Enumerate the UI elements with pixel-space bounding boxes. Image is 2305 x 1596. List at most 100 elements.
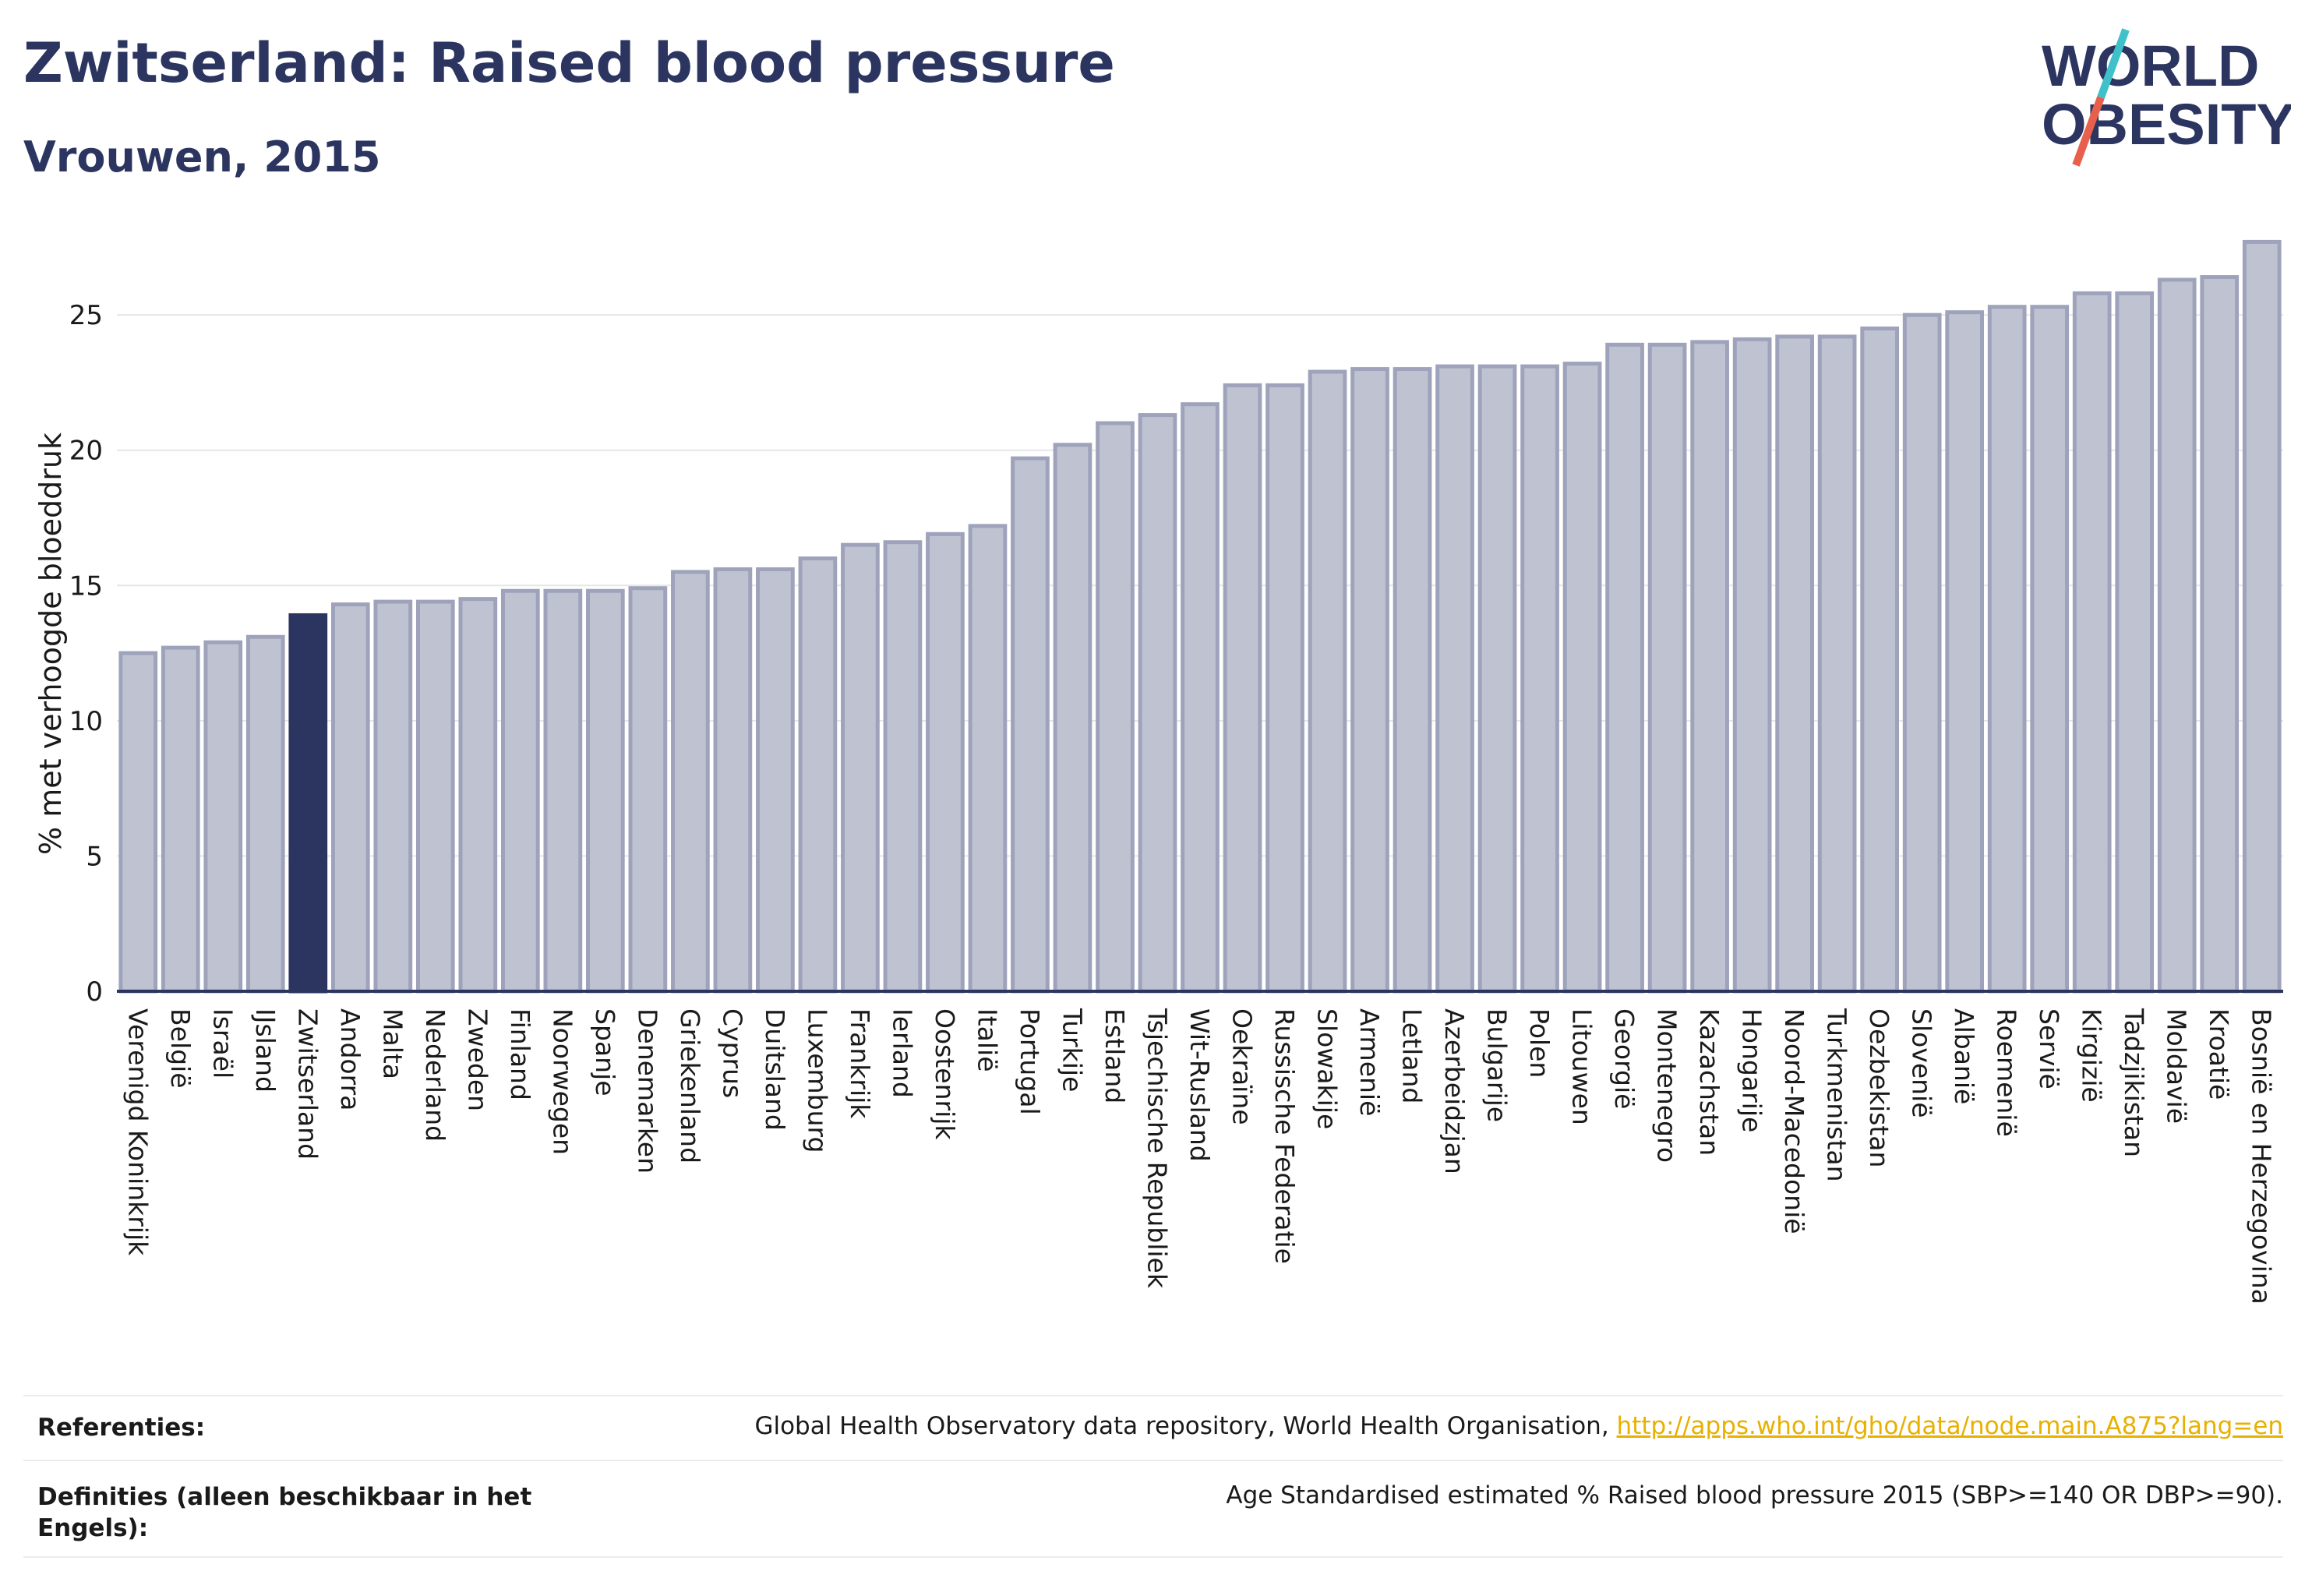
bar[interactable] [1477,364,1517,994]
bar[interactable] [671,570,710,994]
bar[interactable] [1775,334,1814,994]
definitions-value: Age Standardised estimated % Raised bloo… [1226,1481,2283,1509]
x-tick-label: België [165,1008,196,1089]
bar[interactable] [1605,342,1644,994]
x-tick-label: Bosnië en Herzegovina [2247,1008,2277,1305]
bar[interactable] [1393,367,1432,994]
bar[interactable] [330,602,370,994]
y-tick-label: 0 [86,976,103,1008]
logo-line1: WORLD [2042,34,2260,98]
x-tick-label: Cyprus [717,1008,747,1098]
bar[interactable] [926,531,965,994]
bar[interactable] [415,599,455,994]
bar[interactable] [1987,305,2027,994]
bar-chart: 0 5 10 15 20 25 Verenigd Koninkrijk België Isra… [34,239,2283,1305]
x-tick-label: Bulgarije [1482,1008,1513,1122]
references-label: Referenties: [37,1414,206,1442]
bar[interactable] [1817,334,1857,994]
bar[interactable] [883,540,923,994]
x-tick-label: Frankrijk [845,1008,875,1119]
x-tick-label: Kirgizië [2077,1008,2107,1103]
x-tick-label: Russische Federatie [1269,1008,1300,1264]
bar[interactable] [2115,291,2155,994]
x-tick-label: Roemenië [1992,1008,2022,1137]
bar[interactable] [1350,367,1389,994]
bar[interactable] [968,524,1008,994]
x-tick-label: Tsjechische Republiek [1142,1008,1172,1289]
bar[interactable] [458,597,498,994]
chart-subtitle: Vrouwen, 2015 [23,132,381,182]
bar[interactable] [2072,291,2112,994]
x-tick-label: Zweden [462,1008,492,1111]
logo-slash-red [2072,96,2105,167]
bar[interactable] [288,613,328,994]
x-tick-label: Italië [972,1008,1002,1072]
references-link[interactable]: http://apps.who.int/gho/data/node.main.A… [1616,1412,2283,1440]
bar[interactable] [1181,402,1220,994]
bar[interactable] [543,588,583,994]
y-tick-label: 10 [69,706,103,737]
x-tick-label: Kazachstan [1694,1008,1724,1156]
x-tick-label: Luxemburg [802,1008,832,1153]
bar[interactable] [1096,421,1135,994]
bar[interactable] [628,586,668,994]
bar[interactable] [1647,342,1687,994]
bar[interactable] [245,634,285,994]
bar[interactable] [161,645,200,994]
x-tick-label: Hongarije [1737,1008,1767,1132]
definitions-label: Definities (alleen beschikbaar in het En… [37,1483,532,1542]
x-tick-label: Ierland [887,1008,917,1098]
bar[interactable] [1265,383,1304,994]
x-tick-label: Estland [1100,1008,1130,1103]
bar[interactable] [1562,362,1602,994]
x-tick-label: Armenië [1354,1008,1385,1116]
bar[interactable] [203,640,243,994]
bar[interactable] [1138,413,1177,994]
x-tick-label: Verenigd Koninkrijk [122,1008,153,1256]
bar[interactable] [1308,369,1347,994]
x-tick-label: Zwitserland [292,1008,323,1160]
x-tick-label: Duitsland [760,1008,790,1131]
bar[interactable] [1223,383,1262,994]
x-tick-label: Georgië [1609,1008,1640,1109]
bar[interactable] [1902,312,1942,994]
bar[interactable] [500,588,540,994]
bar[interactable] [586,588,625,994]
world-obesity-logo: WORLD OBESITY [2042,28,2291,167]
references-text: Global Health Observatory data repositor… [754,1412,1617,1440]
bar[interactable] [2030,305,2070,994]
bar[interactable] [1011,456,1050,994]
bar[interactable] [756,567,795,994]
footer-divider [23,1556,2283,1558]
bar[interactable] [1435,364,1474,994]
bar[interactable] [2200,275,2240,994]
bar[interactable] [1690,340,1729,994]
bar[interactable] [1732,337,1772,994]
x-tick-label: Polen [1524,1008,1555,1078]
definitions-row: Definities (alleen beschikbaar in het En… [23,1461,2283,1555]
x-tick-label: Denemarken [632,1008,662,1174]
x-tick-label: Slovenië [1907,1008,1937,1118]
logo-slash-teal [2097,28,2130,99]
bar[interactable] [2242,239,2282,994]
x-tick-label: IJsland [250,1008,281,1093]
x-tick-label: Albanië [1949,1008,1979,1104]
bar[interactable] [798,556,838,994]
x-tick-label: Kroatië [2204,1008,2234,1100]
bar[interactable] [713,567,753,994]
bar[interactable] [373,599,413,994]
bar[interactable] [1945,310,1985,994]
x-tick-label: Spanje [590,1008,620,1096]
y-tick-label: 5 [86,841,103,872]
bar[interactable] [118,651,158,994]
x-tick-label: Andorra [335,1008,365,1110]
x-tick-label: Letland [1397,1008,1428,1103]
bar[interactable] [2157,277,2197,994]
bar[interactable] [1520,364,1559,994]
bar[interactable] [1860,327,1900,994]
x-tick-labels: Verenigd Koninkrijk België Israël IJsland Zw… [122,1008,2276,1305]
x-tick-label: Turkmenistan [1822,1008,1852,1182]
bar[interactable] [841,542,880,994]
bar[interactable] [1053,443,1092,994]
bars [118,239,2282,994]
